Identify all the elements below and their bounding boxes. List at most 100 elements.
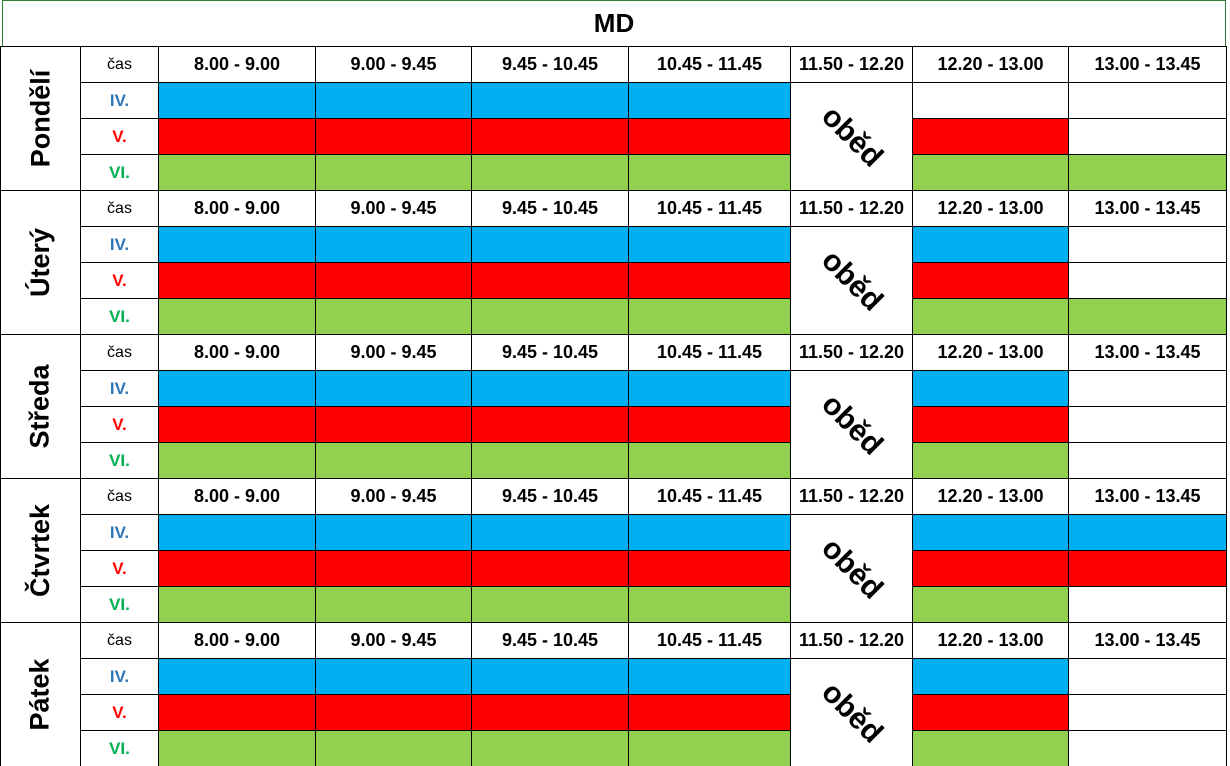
level-label: VI. [80, 154, 159, 191]
slot [158, 694, 316, 731]
slot [315, 226, 472, 263]
slot [628, 82, 791, 119]
slot [471, 550, 629, 587]
lunch-cell: oběd [790, 514, 913, 623]
level-label: VI. [80, 298, 159, 335]
time-header: 9.00 - 9.45 [315, 478, 472, 515]
slot [1068, 586, 1227, 623]
slot [912, 226, 1069, 263]
slot [1068, 226, 1227, 263]
slot [158, 442, 316, 479]
level-label: V. [80, 406, 159, 443]
time-header: 10.45 - 11.45 [628, 46, 791, 83]
day-name: Pondělí [25, 69, 56, 168]
slot [628, 154, 791, 191]
day-name: Pátek [25, 658, 55, 731]
time-header: 12.20 - 13.00 [912, 46, 1069, 83]
slot [1068, 370, 1227, 407]
slot [628, 658, 791, 695]
slot [628, 730, 791, 766]
lunch-cell: oběd [790, 226, 913, 335]
lunch-label: oběd [814, 99, 889, 174]
slot [315, 694, 472, 731]
slot [315, 154, 472, 191]
slot [471, 154, 629, 191]
time-header: 8.00 - 9.00 [158, 190, 316, 227]
slot [471, 82, 629, 119]
level-label: V. [80, 694, 159, 731]
slot [912, 298, 1069, 335]
level-label: V. [80, 262, 159, 299]
slot [1068, 406, 1227, 443]
slot [1068, 154, 1227, 191]
time-header: 11.50 - 12.20 [790, 46, 913, 83]
slot [628, 262, 791, 299]
slot [912, 442, 1069, 479]
time-header: 9.45 - 10.45 [471, 46, 629, 83]
level-label: IV. [80, 82, 159, 119]
slot [912, 658, 1069, 695]
slot [158, 550, 316, 587]
slot [158, 730, 316, 766]
time-label: čas [80, 622, 159, 659]
slot [1068, 298, 1227, 335]
time-header: 9.45 - 10.45 [471, 478, 629, 515]
time-header: 10.45 - 11.45 [628, 622, 791, 659]
lunch-cell: oběd [790, 370, 913, 479]
slot [315, 550, 472, 587]
day-name: Čtvrtek [25, 503, 56, 598]
day-name: Středa [25, 364, 56, 449]
slot [912, 406, 1069, 443]
slot [1068, 514, 1227, 551]
slot [315, 442, 472, 479]
time-header: 13.00 - 13.45 [1068, 190, 1227, 227]
slot [628, 514, 791, 551]
time-header: 10.45 - 11.45 [628, 334, 791, 371]
slot [471, 262, 629, 299]
lunch-cell: oběd [790, 82, 913, 191]
slot [1068, 118, 1227, 155]
time-header: 13.00 - 13.45 [1068, 622, 1227, 659]
slot [628, 298, 791, 335]
slot [158, 586, 316, 623]
slot [158, 298, 316, 335]
slot [628, 118, 791, 155]
slot [471, 370, 629, 407]
time-header: 11.50 - 12.20 [790, 334, 913, 371]
title: MD [2, 0, 1226, 47]
slot [912, 154, 1069, 191]
time-header: 9.00 - 9.45 [315, 334, 472, 371]
level-label: V. [80, 118, 159, 155]
slot [912, 82, 1069, 119]
slot [315, 370, 472, 407]
slot [912, 586, 1069, 623]
time-label: čas [80, 190, 159, 227]
time-header: 8.00 - 9.00 [158, 622, 316, 659]
day-cell: Čtvrtek [0, 478, 81, 623]
slot [471, 226, 629, 263]
slot [158, 262, 316, 299]
slot [471, 658, 629, 695]
slot [1068, 442, 1227, 479]
time-header: 12.20 - 13.00 [912, 334, 1069, 371]
day-name: Úterý [25, 227, 55, 298]
level-label: VI. [80, 442, 159, 479]
lunch-label: oběd [814, 675, 889, 750]
slot [471, 298, 629, 335]
slot [628, 226, 791, 263]
slot [158, 406, 316, 443]
slot [315, 82, 472, 119]
slot [315, 730, 472, 766]
slot [912, 694, 1069, 731]
level-label: V. [80, 550, 159, 587]
slot [158, 154, 316, 191]
slot [158, 514, 316, 551]
slot [628, 406, 791, 443]
slot [1068, 82, 1227, 119]
slot [315, 586, 472, 623]
slot [315, 262, 472, 299]
slot [912, 370, 1069, 407]
time-header: 8.00 - 9.00 [158, 478, 316, 515]
day-cell: Pátek [0, 622, 81, 766]
time-header: 9.45 - 10.45 [471, 622, 629, 659]
